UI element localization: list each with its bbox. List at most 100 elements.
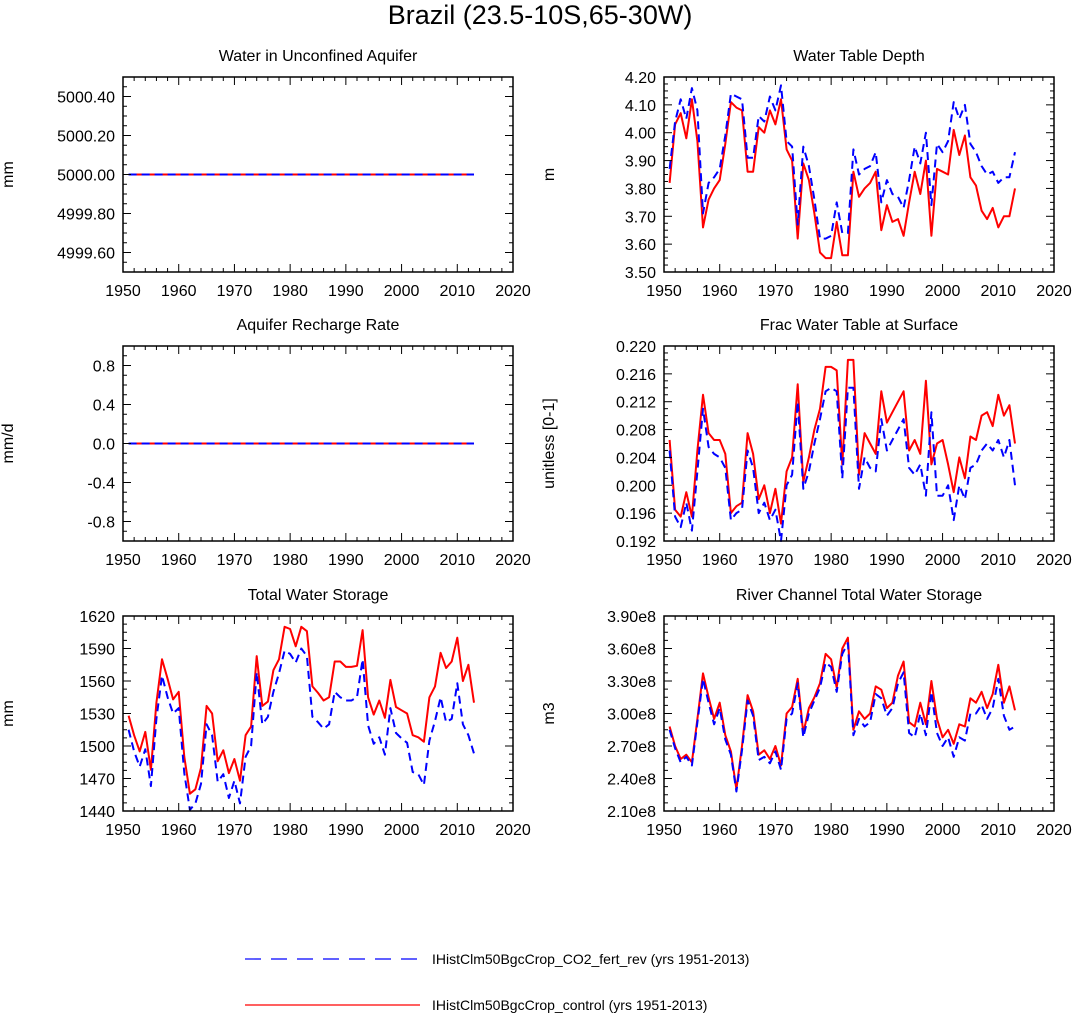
y-tick-label: 0.196 bbox=[616, 506, 656, 523]
x-tick-label: 2010 bbox=[980, 283, 1016, 300]
x-tick-label: 2000 bbox=[925, 822, 961, 839]
y-tick-label: 0.208 bbox=[616, 423, 656, 440]
x-tick-label: 1970 bbox=[217, 283, 253, 300]
y-axis-label: mm bbox=[0, 700, 17, 727]
panel-river-channel-total-water-storage: 1950 1960 1970 1980 1990 2000 2010 2020 2.10e8 2.… bbox=[541, 587, 1072, 839]
y-tick-label: 0.204 bbox=[616, 450, 656, 467]
x-tick-label: 1960 bbox=[702, 552, 738, 569]
legend-label: IHistClm50BgcCrop_CO2_fert_rev (yrs 1951… bbox=[432, 951, 749, 967]
x-tick-label: 1990 bbox=[869, 283, 905, 300]
x-tick-label: 1960 bbox=[161, 552, 197, 569]
series-line-ctrl bbox=[668, 636, 1016, 791]
y-tick-label: 3.70 bbox=[625, 209, 656, 226]
series-line-ctrl bbox=[668, 98, 1016, 260]
y-tick-label: 3.30e8 bbox=[607, 674, 656, 691]
y-tick-label: 5000.20 bbox=[57, 129, 115, 146]
x-tick-label: 2020 bbox=[495, 552, 531, 569]
y-tick-label: 4.20 bbox=[625, 70, 656, 87]
y-axis-label: m3 bbox=[541, 702, 558, 724]
y-tick-label: 4.00 bbox=[625, 126, 656, 143]
x-tick-label: 1970 bbox=[217, 822, 253, 839]
panel-water-table-depth: 1950 1960 1970 1980 1990 2000 2010 2020 3.50 3.60… bbox=[541, 48, 1072, 300]
series-line-ctrl bbox=[127, 625, 475, 795]
x-tick-label: 1980 bbox=[272, 552, 308, 569]
y-tick-label: 3.60e8 bbox=[607, 642, 656, 659]
x-tick-label: 2000 bbox=[384, 552, 420, 569]
panel-total-water-storage: 1950 1960 1970 1980 1990 2000 2010 2020 1440 1470… bbox=[0, 587, 531, 839]
x-tick-label: 1970 bbox=[758, 283, 794, 300]
x-tick-label: 2000 bbox=[925, 552, 961, 569]
y-tick-label: 1590 bbox=[79, 642, 115, 659]
y-tick-label: 5000.00 bbox=[57, 168, 115, 185]
y-tick-label: 3.90 bbox=[625, 154, 656, 171]
series-line-co2 bbox=[127, 647, 475, 811]
series-line-ctrl bbox=[668, 358, 1016, 525]
x-tick-label: 1970 bbox=[758, 552, 794, 569]
panel-frac-water-table-at-surface: 1950 1960 1970 1980 1990 2000 2010 2020 0.192 0.1… bbox=[541, 317, 1072, 569]
x-tick-label: 1960 bbox=[161, 822, 197, 839]
y-tick-label: 3.00e8 bbox=[607, 707, 656, 724]
panel-title: River Channel Total Water Storage bbox=[736, 587, 982, 604]
x-tick-label: 1990 bbox=[869, 822, 905, 839]
x-tick-label: 2010 bbox=[980, 552, 1016, 569]
x-tick-label: 2020 bbox=[1036, 283, 1072, 300]
x-tick-label: 2020 bbox=[1036, 822, 1072, 839]
series-line-co2 bbox=[668, 642, 1016, 793]
y-tick-label: 0.192 bbox=[616, 534, 656, 551]
x-tick-label: 1960 bbox=[161, 283, 197, 300]
y-tick-label: 3.50 bbox=[625, 265, 656, 282]
x-tick-label: 2010 bbox=[980, 822, 1016, 839]
y-tick-label: 0.216 bbox=[616, 367, 656, 384]
y-tick-label: 0.212 bbox=[616, 395, 656, 412]
x-tick-label: 2010 bbox=[439, 283, 475, 300]
y-tick-label: 3.80 bbox=[625, 181, 656, 198]
x-tick-label: 1980 bbox=[813, 283, 849, 300]
y-tick-label: 0.8 bbox=[93, 359, 115, 376]
x-tick-label: 2020 bbox=[1036, 552, 1072, 569]
x-tick-label: 1960 bbox=[702, 283, 738, 300]
y-tick-label: 1560 bbox=[79, 674, 115, 691]
legend-label: IHistClm50BgcCrop_control (yrs 1951-2013… bbox=[432, 997, 707, 1013]
panel-title: Total Water Storage bbox=[248, 587, 389, 604]
x-tick-label: 2000 bbox=[925, 283, 961, 300]
y-tick-label: 0.200 bbox=[616, 478, 656, 495]
x-tick-label: 1990 bbox=[869, 552, 905, 569]
x-tick-label: 1950 bbox=[646, 822, 682, 839]
x-tick-label: 2000 bbox=[384, 822, 420, 839]
y-tick-label: 2.10e8 bbox=[607, 804, 656, 821]
x-tick-label: 1980 bbox=[813, 552, 849, 569]
x-tick-label: 1970 bbox=[758, 822, 794, 839]
x-tick-label: 2000 bbox=[384, 283, 420, 300]
x-tick-label: 1950 bbox=[105, 552, 141, 569]
x-tick-label: 1980 bbox=[813, 822, 849, 839]
panel-title: Water Table Depth bbox=[793, 48, 925, 65]
x-tick-label: 2020 bbox=[495, 822, 531, 839]
x-tick-label: 1950 bbox=[646, 283, 682, 300]
series-line-co2 bbox=[668, 386, 1016, 542]
x-tick-label: 1980 bbox=[272, 283, 308, 300]
y-tick-label: 1530 bbox=[79, 707, 115, 724]
y-tick-label: 3.90e8 bbox=[607, 609, 656, 626]
y-tick-label: 2.70e8 bbox=[607, 739, 656, 756]
y-tick-label: 0.220 bbox=[616, 339, 656, 356]
x-tick-label: 1950 bbox=[105, 822, 141, 839]
y-tick-label: 1620 bbox=[79, 609, 115, 626]
y-tick-label: 1500 bbox=[79, 739, 115, 756]
x-tick-label: 1950 bbox=[646, 552, 682, 569]
y-tick-label: 0.0 bbox=[93, 437, 115, 454]
panel-water-in-unconfined-aquifer: 1950 1960 1970 1980 1990 2000 2010 2020 4999.60 4… bbox=[0, 48, 531, 300]
legend: IHistClm50BgcCrop_CO2_fert_rev (yrs 1951… bbox=[245, 951, 749, 1013]
y-tick-label: 4999.80 bbox=[57, 207, 115, 224]
y-axis-label: unitless [0-1] bbox=[541, 398, 558, 489]
x-tick-label: 2020 bbox=[495, 283, 531, 300]
y-axis-label: mm/d bbox=[0, 424, 17, 464]
x-tick-label: 2010 bbox=[439, 822, 475, 839]
y-tick-label: 1440 bbox=[79, 804, 115, 821]
panel-title: Aquifer Recharge Rate bbox=[237, 317, 400, 334]
panel-title: Frac Water Table at Surface bbox=[760, 317, 958, 334]
y-axis-label: m bbox=[541, 168, 558, 181]
y-tick-label: -0.4 bbox=[87, 476, 115, 493]
y-tick-label: 3.60 bbox=[625, 237, 656, 254]
y-tick-label: 4.10 bbox=[625, 98, 656, 115]
x-tick-label: 1980 bbox=[272, 822, 308, 839]
